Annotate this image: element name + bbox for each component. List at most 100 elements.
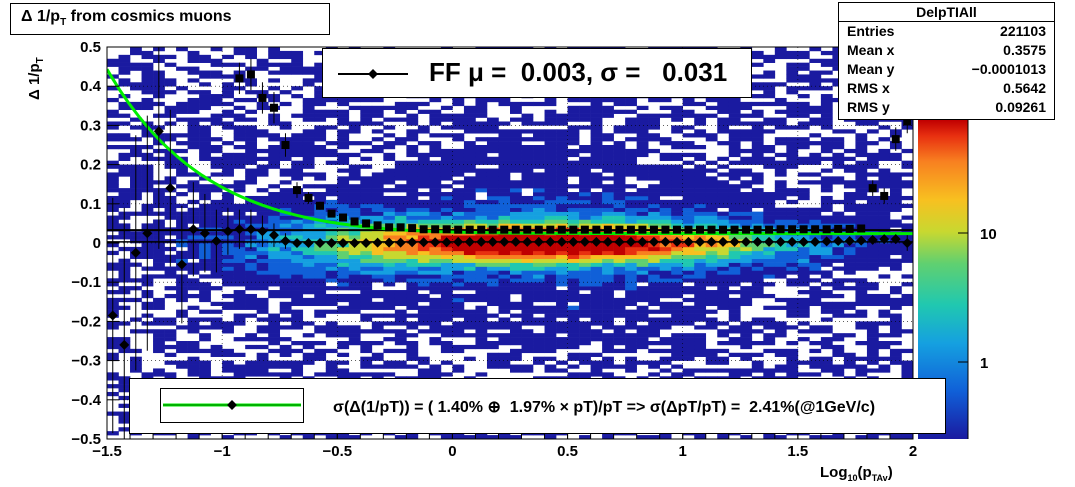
heat-cell xyxy=(763,262,776,267)
heat-cell xyxy=(302,82,315,87)
heat-cell xyxy=(556,329,568,334)
heat-cell xyxy=(740,137,753,142)
heat-cell xyxy=(636,286,649,291)
heat-cell xyxy=(751,94,764,99)
heat-cell xyxy=(337,305,350,310)
heat-cell xyxy=(809,211,822,216)
heat-cell xyxy=(763,341,776,346)
heat-cell xyxy=(176,172,188,177)
heat-cell xyxy=(648,215,660,220)
heat-cell xyxy=(636,137,649,142)
heat-cell xyxy=(567,344,580,350)
heat-cell xyxy=(625,309,637,314)
heat-cell xyxy=(486,274,499,279)
heat-cell xyxy=(417,297,430,303)
data-point-diamond xyxy=(660,236,671,247)
heat-cell xyxy=(544,211,557,216)
heat-cell xyxy=(694,254,707,259)
heat-cell xyxy=(268,254,281,259)
heat-cell xyxy=(694,211,707,216)
heat-cell xyxy=(463,168,476,173)
heat-cell xyxy=(717,219,730,224)
heat-cell xyxy=(383,195,396,201)
heat-cell xyxy=(383,199,396,205)
heat-cell xyxy=(567,317,580,322)
heat-cell xyxy=(602,105,614,111)
heat-cell xyxy=(636,341,649,346)
heat-cell xyxy=(613,176,626,181)
heat-cell xyxy=(291,66,304,71)
heat-cell xyxy=(671,372,684,377)
heat-cell xyxy=(636,223,649,228)
data-point-diamond xyxy=(142,228,153,239)
heat-cell xyxy=(521,293,534,299)
heat-cell xyxy=(590,141,603,146)
heat-cell xyxy=(486,176,499,181)
heat-cell xyxy=(579,246,591,252)
heat-cell xyxy=(648,348,660,354)
heat-cell xyxy=(797,125,810,130)
heat-cell xyxy=(590,195,603,201)
heat-cell xyxy=(648,199,660,205)
heat-cell xyxy=(383,133,396,138)
heat-cell xyxy=(222,266,234,271)
heat-cell xyxy=(141,54,154,60)
data-point-square xyxy=(396,223,405,232)
heat-cell xyxy=(348,305,361,310)
heat-cell xyxy=(878,172,891,177)
heat-cell xyxy=(521,317,534,322)
heat-cell xyxy=(222,62,234,67)
heat-cell xyxy=(222,192,234,197)
heat-cell xyxy=(199,70,211,75)
heat-cell xyxy=(118,195,131,201)
heat-cell xyxy=(590,270,603,275)
heat-cell xyxy=(682,262,695,267)
heat-cell xyxy=(360,109,373,114)
data-point-square xyxy=(776,225,785,234)
heat-cell xyxy=(602,313,614,318)
heat-cell xyxy=(337,250,350,256)
heat-cell xyxy=(751,250,764,256)
heat-cell xyxy=(498,164,511,169)
heat-cell xyxy=(671,286,684,291)
heat-cell xyxy=(590,278,603,283)
heat-cell xyxy=(579,297,591,303)
heat-cell xyxy=(533,286,545,291)
heat-cell xyxy=(452,223,465,228)
heat-cell xyxy=(337,176,350,181)
heat-cell xyxy=(763,211,776,216)
heat-cell xyxy=(314,195,327,201)
heat-cell xyxy=(245,333,257,338)
heat-cell xyxy=(590,160,603,165)
heat-cell xyxy=(452,297,465,303)
heat-cell xyxy=(406,293,419,299)
heat-cell xyxy=(187,317,200,322)
heat-cell xyxy=(417,266,430,271)
heat-cell xyxy=(694,250,707,256)
heat-cell xyxy=(740,121,753,126)
heat-cell xyxy=(625,297,637,303)
heat-cell xyxy=(659,199,672,205)
heat-cell xyxy=(291,293,304,299)
heat-cell xyxy=(268,348,281,354)
heat-cell xyxy=(763,82,776,87)
heat-cell xyxy=(429,317,442,322)
heat-cell xyxy=(302,321,315,326)
heat-cell xyxy=(360,97,373,103)
heat-cell xyxy=(521,199,534,205)
heat-cell xyxy=(705,97,718,103)
heat-cell xyxy=(636,305,649,310)
heat-cell xyxy=(394,101,407,107)
heat-cell xyxy=(751,113,764,118)
heat-cell xyxy=(394,219,407,224)
heat-cell xyxy=(705,258,718,263)
heat-cell xyxy=(153,246,165,252)
heat-cell xyxy=(705,282,718,287)
heat-cell xyxy=(256,62,269,67)
heat-cell xyxy=(625,301,637,307)
heat-cell xyxy=(245,337,257,342)
heat-cell xyxy=(325,278,338,283)
heat-cell xyxy=(728,309,741,314)
heat-cell xyxy=(452,219,465,224)
heat-cell xyxy=(325,250,338,256)
